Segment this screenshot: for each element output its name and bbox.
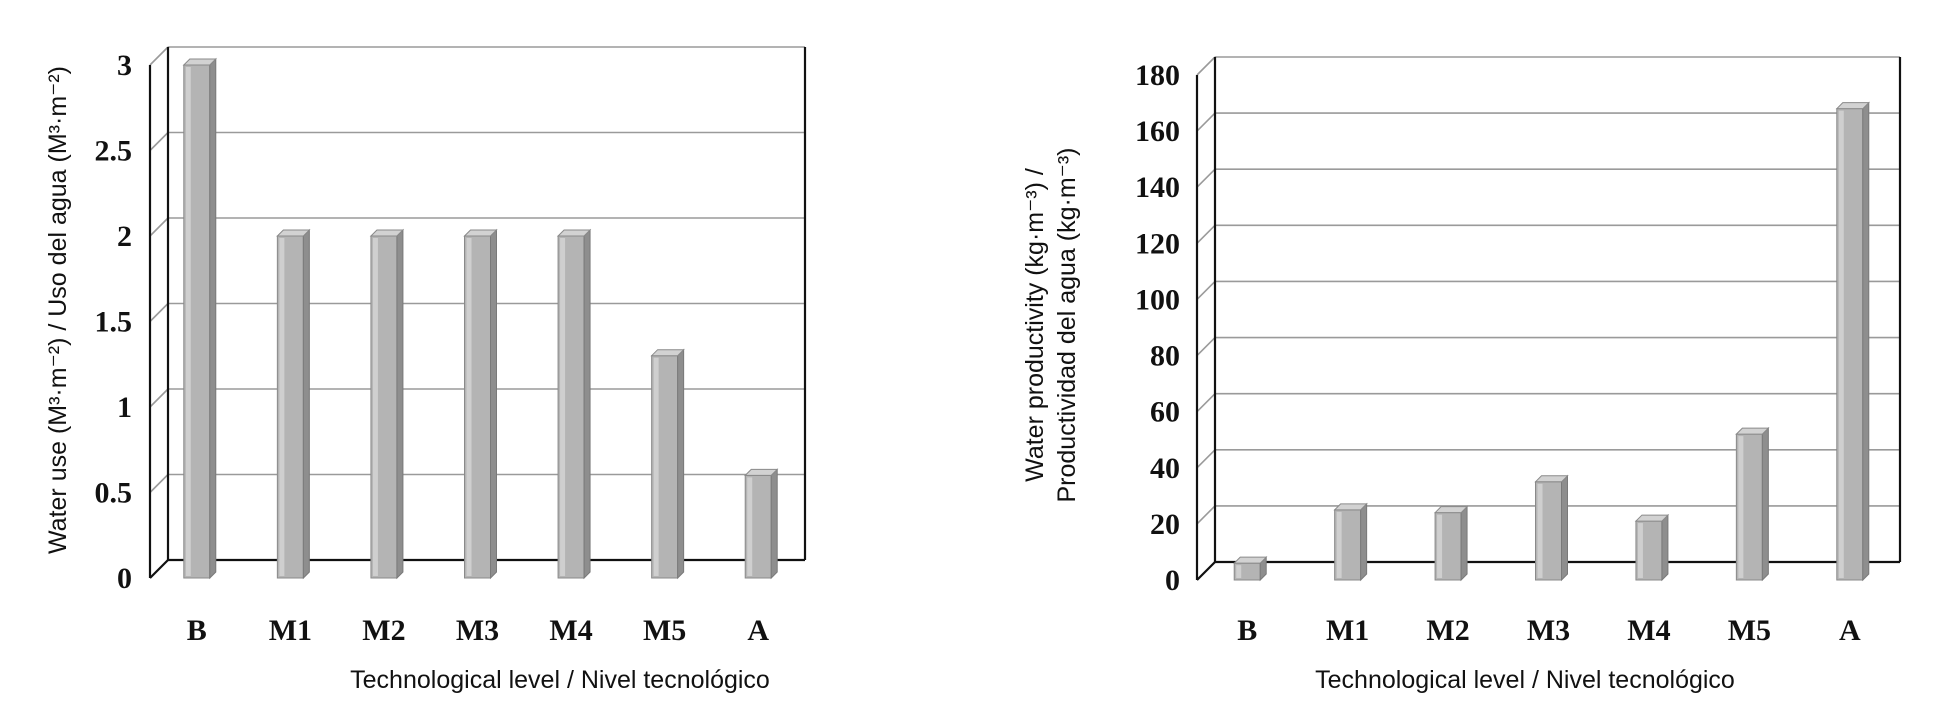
y-tick-labels: 0 0.5 1 1.5 2 2.5 3 xyxy=(95,49,133,595)
x-axis-title: Technological level / Nivel tecnológico xyxy=(1315,666,1735,694)
y-tick-label: 100 xyxy=(1135,283,1180,316)
gridline-depth xyxy=(1196,336,1216,357)
y-tick-label: 2.5 xyxy=(95,135,133,168)
x-tick-label: A xyxy=(747,614,769,647)
y-tick-label: 3 xyxy=(117,49,132,82)
floor-depth xyxy=(1196,561,1216,581)
x-tick-labels: B M1 M2 M3 M4 M5 A xyxy=(1237,614,1861,647)
x-tick-label: M1 xyxy=(1326,614,1369,647)
x-tick-label: M3 xyxy=(1527,614,1570,647)
x-tick-label: M5 xyxy=(1728,614,1771,647)
y-tick-label: 0 xyxy=(117,562,132,595)
y-axis-title-line-2: Productividad del agua (kg·m⁻³) xyxy=(1053,147,1081,502)
bars xyxy=(182,57,779,580)
gridline-depth xyxy=(149,131,169,152)
bar xyxy=(182,57,217,580)
bar xyxy=(1634,513,1670,582)
bar xyxy=(744,468,779,580)
gridline-depth xyxy=(1196,505,1216,525)
bar xyxy=(1433,505,1469,582)
x-tick-label: M4 xyxy=(1627,614,1670,647)
gridline-depth xyxy=(1196,56,1216,76)
x-axis-title: Technological level / Nivel tecnológico xyxy=(350,666,770,694)
gridline-depth xyxy=(1196,224,1216,244)
bars xyxy=(1233,101,1870,582)
gridline-depth xyxy=(1196,112,1216,132)
grid xyxy=(1195,56,1902,581)
bar xyxy=(1333,502,1368,582)
y-tick-label: 2 xyxy=(117,220,132,253)
gridline-depth xyxy=(1196,280,1216,301)
bar xyxy=(463,228,498,580)
y-axis-title: Water use (M³·m⁻²) / Uso del agua (M³·m⁻… xyxy=(44,66,72,554)
y-tick-label: 40 xyxy=(1150,452,1180,485)
gridline-depth xyxy=(1196,449,1216,469)
x-tick-label: M1 xyxy=(269,614,312,647)
y-axis-title-line-1: Water productivity (kg·m⁻³) / xyxy=(1021,168,1049,482)
x-tick-label: B xyxy=(1237,614,1257,647)
x-tick-label: M4 xyxy=(549,614,592,647)
bar xyxy=(1835,101,1870,582)
x-tick-label: B xyxy=(187,614,207,647)
x-tick-label: M2 xyxy=(1426,614,1469,647)
water-use-chart: 0 0.5 1 1.5 2 2.5 3 B M1 M2 M3 M4 M5 A Technological… xyxy=(44,46,807,694)
gridline-depth xyxy=(149,302,169,323)
gridline-depth xyxy=(149,473,169,494)
gridline-depth xyxy=(149,46,169,66)
gridline-depth xyxy=(1196,393,1216,413)
y-tick-label: 60 xyxy=(1150,396,1180,429)
bar xyxy=(1735,426,1770,582)
y-tick-label: 140 xyxy=(1135,171,1180,204)
bar xyxy=(369,228,405,580)
x-tick-labels: B M1 M2 M3 M4 M5 A xyxy=(187,614,770,647)
x-tick-label: A xyxy=(1839,614,1861,647)
x-tick-label: M3 xyxy=(456,614,499,647)
y-tick-label: 160 xyxy=(1135,115,1180,148)
x-tick-label: M2 xyxy=(362,614,405,647)
bar xyxy=(650,348,685,580)
y-tick-label: 1 xyxy=(117,391,132,424)
y-tick-label: 180 xyxy=(1135,59,1180,92)
water-productivity-chart: 0 20 40 60 80 100 120 140 160 180 B M1 M2 M3 M4 M5 A Te… xyxy=(1021,56,1902,694)
x-tick-label: M5 xyxy=(643,614,686,647)
bar xyxy=(1233,555,1268,582)
y-tick-labels: 0 20 40 60 80 100 120 140 160 180 xyxy=(1135,59,1180,597)
y-tick-label: 0.5 xyxy=(95,477,133,510)
gridline-depth xyxy=(149,217,169,237)
gridline-depth xyxy=(1196,168,1216,188)
y-tick-label: 20 xyxy=(1150,508,1180,541)
floor-depth xyxy=(149,559,169,579)
bar xyxy=(1534,474,1569,582)
y-tick-label: 120 xyxy=(1135,227,1180,260)
y-tick-label: 80 xyxy=(1150,340,1180,373)
gridline-depth xyxy=(149,388,169,408)
y-tick-label: 0 xyxy=(1165,564,1180,597)
bar xyxy=(556,228,592,580)
bar xyxy=(276,228,311,580)
y-tick-label: 1.5 xyxy=(95,306,133,339)
